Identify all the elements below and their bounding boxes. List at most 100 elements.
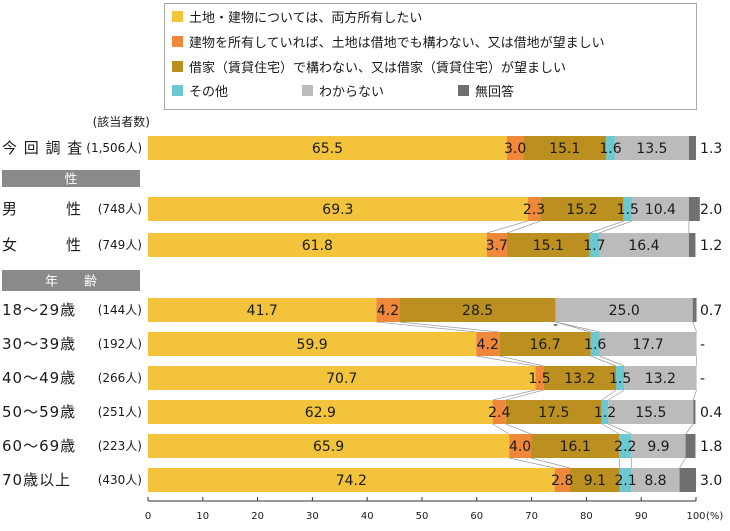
- bar-segment-no_answer: [692, 298, 697, 322]
- value-label-building_only: 2.8: [551, 473, 573, 489]
- row-group-2: 年 齢 18～29歳 (144人) 41.7 4.2 28.5 - 25.0 0.7 30～39歳…: [2, 270, 722, 492]
- value-label-no-answer: 1.2: [700, 238, 722, 254]
- connector-line: [492, 389, 536, 401]
- bar-segment-no_answer: [679, 468, 696, 492]
- bar-segment-rent: [499, 332, 591, 356]
- bar-segment-building_only: [527, 197, 541, 221]
- connector-line: [505, 423, 532, 435]
- bar-segment-rent: [399, 298, 556, 322]
- value-label-building_only: 3.7: [486, 238, 508, 254]
- connector-line: [589, 220, 624, 234]
- connector-line: [530, 457, 571, 469]
- row-count: (749人): [98, 238, 142, 252]
- bar-row: 今 回 調 査 (1,506人) 65.5 3.0 15.1 1.6 13.5 1.3: [2, 136, 722, 160]
- tick-label: 40: [361, 511, 374, 522]
- connector-line: [601, 423, 620, 435]
- value-label-both: 65.5: [312, 141, 343, 157]
- bar-segment-both: [148, 332, 477, 356]
- bar-segment-rent: [543, 366, 616, 390]
- connector-line: [506, 220, 541, 234]
- value-label-other: -: [553, 317, 558, 333]
- legend-item-other: その他: [172, 85, 228, 100]
- bar-segment-rent: [506, 233, 590, 257]
- value-label-building_only: 2.4: [488, 405, 510, 421]
- group-header-bar: [2, 170, 140, 187]
- value-label-dont_know: 13.5: [636, 141, 667, 157]
- connector-line: [486, 220, 528, 234]
- bar-segment-rent: [523, 136, 607, 160]
- tick-label: 100: [686, 511, 705, 522]
- bar-segment-dont_know: [555, 298, 693, 322]
- value-label-dont_know: 13.2: [645, 371, 676, 387]
- value-label-building_only: 4.0: [509, 439, 531, 455]
- value-label-dont_know: 25.0: [609, 303, 640, 319]
- tick-label: 20: [251, 511, 264, 522]
- value-label-both: 65.9: [313, 439, 344, 455]
- value-label-both: 41.7: [247, 303, 278, 319]
- bar-segment-other: [619, 434, 632, 458]
- bar-segment-building_only: [535, 366, 544, 390]
- count-header: (該当者数): [93, 114, 150, 129]
- bar-segment-both: [148, 298, 377, 322]
- value-label-rent: 15.2: [566, 202, 597, 218]
- bar-segment-both: [148, 233, 487, 257]
- bar-segment-dont_know: [599, 332, 697, 356]
- connector-line: [618, 457, 621, 469]
- value-label-rent: 16.1: [560, 439, 591, 455]
- bar-segment-building_only: [376, 298, 400, 322]
- bar-segment-both: [148, 468, 555, 492]
- value-label-other: 1.5: [617, 202, 639, 218]
- value-label-building_only: 2.3: [523, 202, 545, 218]
- row-count: (251人): [98, 405, 142, 419]
- bar-segment-both: [148, 366, 536, 390]
- bar-segment-rent: [505, 400, 602, 424]
- bar-segment-other: [623, 197, 632, 221]
- bar-segment-other: [619, 468, 632, 492]
- value-label-both: 62.9: [305, 405, 336, 421]
- connector-line: [492, 423, 510, 435]
- value-label-both: 74.2: [336, 473, 367, 489]
- legend-item-dont_know: わからない: [302, 85, 384, 100]
- tick-label: 10: [196, 511, 209, 522]
- bar-segment-dont_know: [599, 233, 689, 257]
- value-label-no-answer: 0.4: [700, 405, 722, 421]
- bar-segment-building_only: [476, 332, 500, 356]
- value-label-other: 1.2: [594, 405, 616, 421]
- value-label-building_only: 4.2: [477, 337, 499, 353]
- value-label-no-answer: 1.3: [700, 141, 722, 157]
- row-label: 50～59歳: [2, 403, 76, 421]
- bar-row: 70歳以上 (430人) 74.2 2.8 9.1 2.1 8.8 3.0: [2, 468, 722, 492]
- value-label-both: 70.7: [326, 371, 357, 387]
- bar-row: 女 性 (749人) 61.8 3.7 15.1 1.7 16.4 1.2: [2, 233, 722, 257]
- legend-swatch: [172, 36, 183, 47]
- tick-label: 70: [525, 511, 538, 522]
- row-group-1: 性男 性 (748人) 69.3 2.3 15.2 1.5 10.4 2.0 女 性 (749人)…: [2, 170, 722, 257]
- bar-segment-dont_know: [631, 468, 680, 492]
- bar-segment-rent: [569, 468, 620, 492]
- group-header-label: 性: [64, 173, 77, 188]
- connector-line: [608, 423, 632, 435]
- row-label: 女 性: [2, 236, 82, 254]
- legend-label: 無回答: [475, 84, 514, 100]
- legend-swatch: [302, 85, 313, 96]
- value-label-rent: 9.1: [584, 473, 606, 489]
- bar-segment-both: [148, 434, 510, 458]
- bar-segment-both: [148, 136, 507, 160]
- x-axis: 0 10 20 30 40 50 60 70 80 90 100 (%): [145, 497, 723, 522]
- connector-line: [476, 355, 536, 367]
- bar-segment-no_answer: [693, 400, 696, 424]
- bar-segment-building_only: [486, 233, 507, 257]
- value-label-other: 1.6: [584, 337, 606, 353]
- value-label-rent: 28.5: [462, 303, 493, 319]
- bar-segment-dont_know: [631, 197, 689, 221]
- value-label-no-answer: 1.8: [700, 439, 722, 455]
- legend-item-building_only: 建物を所有していれば、土地は借地でも構わない、又は借地が望ましい: [172, 35, 605, 51]
- axis-unit: (%): [706, 511, 723, 522]
- bar-segment-rent: [540, 197, 624, 221]
- chart-rows: (該当者数) 今 回 調 査 (1,506人) 65.5 3.0 15.1 1.6 13.5 1…: [2, 114, 722, 492]
- connector-lines: [376, 220, 697, 469]
- bar-row: 男 性 (748人) 69.3 2.3 15.2 1.5 10.4 2.0: [2, 197, 722, 221]
- bar-row: 60～69歳 (223人) 65.9 4.0 16.1 2.2 9.9 1.8: [2, 434, 722, 458]
- value-label-dont_know: 15.5: [635, 405, 666, 421]
- connector-line: [608, 389, 625, 401]
